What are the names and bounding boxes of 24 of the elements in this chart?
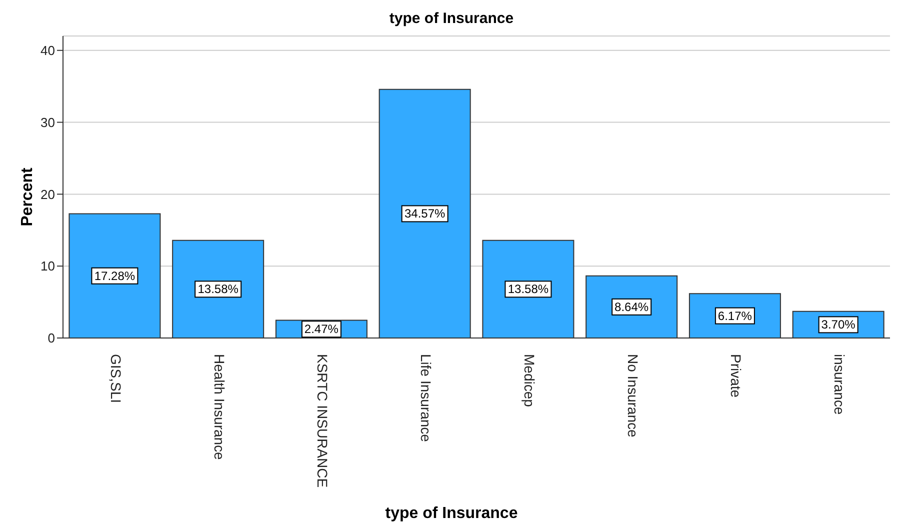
x-tick-label: Life Insurance bbox=[418, 354, 434, 442]
data-label: 34.57% bbox=[404, 206, 446, 221]
y-tick-label: 0 bbox=[48, 330, 55, 346]
x-axis-title: type of Insurance bbox=[384, 505, 519, 523]
data-label: 6.17% bbox=[718, 308, 752, 323]
x-tick-label: GIS,SLI bbox=[108, 354, 124, 404]
y-tick-label: 20 bbox=[40, 186, 55, 202]
data-label: 8.64% bbox=[614, 300, 649, 314]
x-tick-label: insurance bbox=[832, 354, 848, 415]
y-tick-label: 40 bbox=[40, 42, 55, 58]
x-tick-label: KSRTC INSURANCE bbox=[314, 354, 331, 488]
x-tick-label: No Insurance bbox=[624, 354, 641, 438]
y-tick-label: 30 bbox=[40, 114, 55, 130]
x-tick-label: Medicep bbox=[521, 354, 538, 408]
y-axis-title: Percent bbox=[19, 166, 37, 228]
data-label: 17.28% bbox=[94, 268, 136, 283]
chart-title: type of Insurance bbox=[388, 10, 515, 27]
y-tick-label: 10 bbox=[40, 258, 55, 274]
data-label: 2.47% bbox=[304, 322, 339, 336]
x-tick-label: Private bbox=[728, 354, 744, 398]
x-tick-label: Health Insurance bbox=[211, 354, 228, 460]
data-label: 3.70% bbox=[821, 318, 856, 332]
data-label: 13.58% bbox=[198, 282, 239, 296]
data-label: 13.58% bbox=[508, 282, 549, 296]
